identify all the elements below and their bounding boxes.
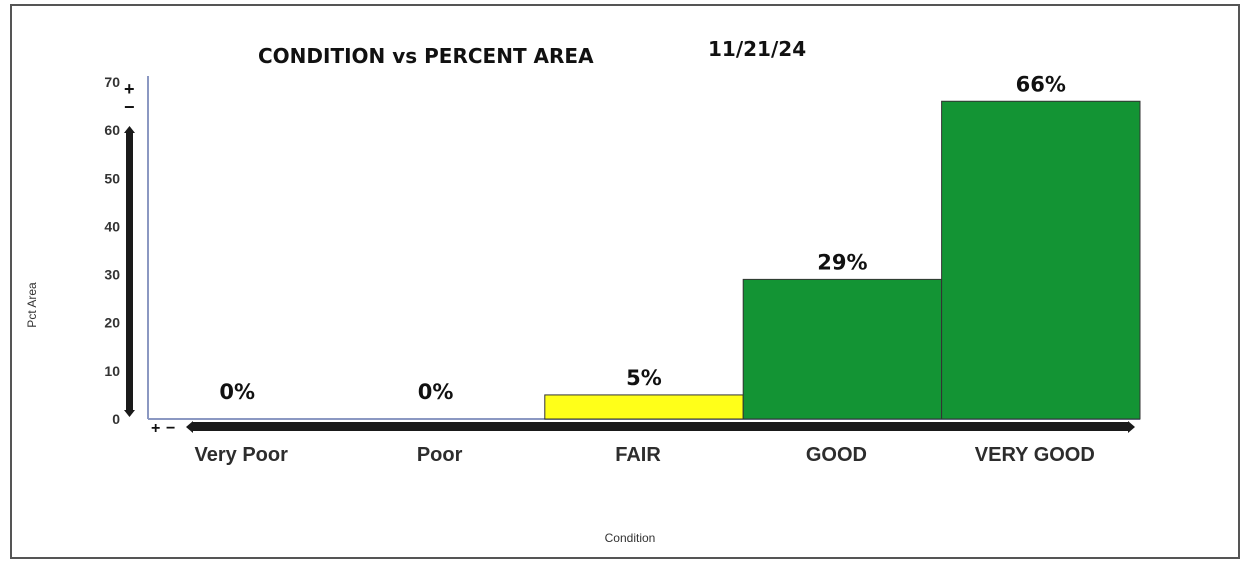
- data-label-0: 0%: [219, 380, 255, 404]
- bar-2: [544, 394, 744, 420]
- x-zoom-out-icon[interactable]: −: [166, 420, 175, 437]
- bar-4: [941, 100, 1141, 420]
- y-tick-label: 20: [104, 315, 120, 331]
- x-scrollbar[interactable]: + −: [151, 420, 1135, 437]
- category-label-1: Poor: [417, 444, 463, 466]
- y-zoom-out-icon[interactable]: −: [124, 97, 135, 117]
- data-label-4: 66%: [1016, 72, 1066, 96]
- y-scroll-down-arrow[interactable]: [124, 410, 135, 417]
- y-axis-label: Pct Area: [25, 282, 39, 328]
- x-zoom-in-icon[interactable]: +: [151, 420, 160, 437]
- y-tick-label: 70: [104, 74, 120, 90]
- category-label-3: GOOD: [806, 444, 867, 466]
- x-axis-label: Condition: [605, 531, 656, 545]
- x-scrollbar-thumb[interactable]: [193, 422, 1128, 431]
- x-scroll-right-arrow[interactable]: [1128, 421, 1135, 433]
- data-label-3: 29%: [817, 250, 867, 274]
- x-scroll-left-arrow[interactable]: [186, 421, 193, 433]
- y-scroll-up-arrow[interactable]: [124, 126, 135, 133]
- bar-3: [742, 278, 943, 420]
- y-tick-label: 30: [104, 267, 120, 283]
- data-label-1: 0%: [418, 380, 454, 404]
- y-tick-label: 60: [104, 122, 120, 138]
- y-scrollbar-thumb[interactable]: [126, 133, 133, 410]
- category-label-4: VERY GOOD: [975, 444, 1095, 466]
- y-tick-label: 50: [104, 170, 120, 186]
- chart-title: CONDITION vs PERCENT AREA: [258, 44, 594, 68]
- y-tick-label: 0: [112, 411, 120, 427]
- category-label-0: Very Poor: [195, 444, 289, 466]
- y-zoom-in-icon[interactable]: +: [124, 79, 135, 99]
- category-label-2: FAIR: [615, 444, 661, 466]
- y-scrollbar[interactable]: + −: [124, 79, 135, 417]
- data-label-2: 5%: [626, 366, 662, 390]
- chart-date: 11/21/24: [708, 37, 806, 61]
- y-tick-label: 40: [104, 218, 120, 234]
- y-tick-label: 10: [104, 363, 120, 379]
